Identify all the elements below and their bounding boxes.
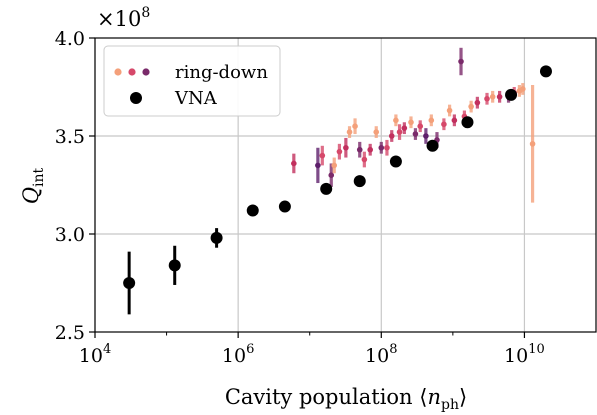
x-tick-exp: 10 [528,342,545,357]
x-tick-base: 10 [79,345,103,367]
y-axis-label: Qint [19,167,47,204]
ringdown-point [423,133,429,139]
vna-point [461,116,474,129]
ringdown-point [315,162,321,169]
ringdown-point [428,117,435,124]
ringdown-point [388,133,395,139]
ringdown-point [417,123,424,129]
x-tick-label: 106 [222,342,254,367]
x-tick-label: 108 [365,342,397,367]
ringdown-point [393,117,399,124]
vna-point [123,277,136,289]
ringdown-point [331,162,338,169]
data-marks [123,47,552,315]
ringdown-point [401,125,408,131]
vna-point [278,200,291,213]
y-tick-label: 2.5 [55,322,85,344]
ringdown-point [328,172,335,178]
ringdown-point [361,156,368,163]
y-tick-label: 3.0 [55,224,85,246]
ringdown-point [412,131,419,137]
x-tick-exp: 4 [103,342,111,357]
ringdown-point [396,129,403,135]
legend: ring-down VNA [103,45,281,117]
ringdown-point [352,123,358,129]
ringdown-point [319,152,326,159]
ringdown-point [451,117,458,124]
ringdown-point [458,58,464,65]
legend-box [103,45,281,117]
ringdown-point [291,160,297,167]
vna-point [320,182,333,195]
y-multiplier: ×108 [97,5,150,31]
vna-point [539,65,552,78]
ringdown-point [520,86,526,92]
legend-vna-dot [130,92,142,104]
vna-point [389,155,402,168]
ringdown-point [336,148,343,155]
x-tick-base: 10 [365,345,389,367]
legend-ringdown-dot-1 [114,68,122,76]
y-tick-label: 3.5 [55,126,85,148]
ringdown-point [468,103,474,110]
ringdown-point [346,129,353,135]
ringdown-point [384,144,390,151]
vna-point [168,259,181,272]
legend-vna-label: VNA [174,88,218,109]
x-axis-label: Cavity population ⟨nph⟩ [225,385,467,413]
x-tick-base: 10 [504,345,528,367]
legend-ringdown-dot-2 [128,68,136,76]
ringdown-point [378,144,385,151]
ringdown-point [489,94,496,100]
vna-point [246,204,259,217]
ringdown-point [496,94,503,100]
ringdown-point [474,99,481,106]
y-multiplier-exp: 8 [141,5,150,21]
x-tick-exp: 6 [246,342,254,357]
x-tick-label: 1010 [504,342,545,367]
vna-point [505,88,518,101]
ringdown-point [446,107,453,114]
ringdown-point [408,119,414,126]
ringdown-point [343,144,349,151]
ringdown-point [484,95,490,102]
ringdown-point [441,121,447,128]
x-tick-label: 104 [79,342,111,367]
ringdown-point [356,146,363,153]
y-tick-label: 4.0 [55,28,85,50]
legend-ringdown-label: ring-down [175,62,268,83]
ringdown-point [373,129,380,135]
ringdown-point [367,146,373,153]
plot-frame [94,37,597,333]
y-multiplier-base: ×10 [97,7,141,31]
x-tick-base: 10 [222,345,246,367]
vna-point [426,139,439,152]
legend-ringdown-dot-3 [142,68,150,76]
vna-point [210,231,223,244]
x-tick-exp: 8 [389,342,397,357]
ringdown-point [529,141,536,147]
vna-point [353,175,366,188]
